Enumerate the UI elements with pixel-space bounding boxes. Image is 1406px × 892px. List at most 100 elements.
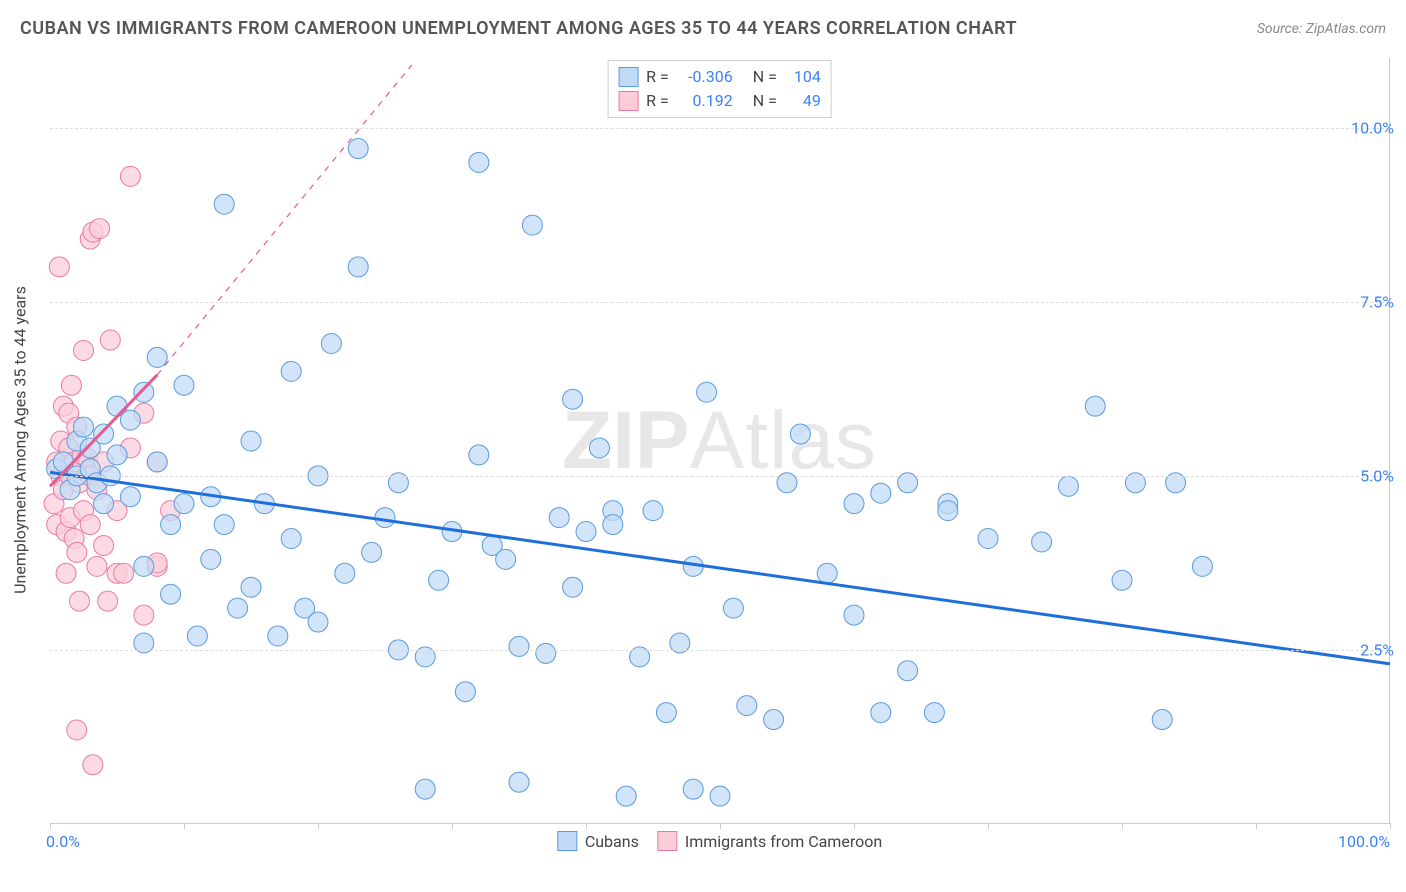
scatter-point <box>94 494 114 514</box>
scatter-point <box>281 361 301 381</box>
scatter-point <box>549 508 569 528</box>
scatter-point <box>1032 532 1052 552</box>
scatter-point <box>120 487 140 507</box>
y-tick-label: 7.5% <box>1360 292 1394 311</box>
scatter-point <box>455 682 475 702</box>
legend-label: Immigrants from Cameroon <box>685 832 882 851</box>
x-tick <box>318 823 319 829</box>
scatter-point <box>643 501 663 521</box>
scatter-point <box>114 563 134 583</box>
scatter-point <box>978 528 998 548</box>
scatter-point <box>98 591 118 611</box>
chart-area: ZIPAtlas R =-0.306N =104R =0.192N =49 Cu… <box>50 58 1390 824</box>
x-tick-label: 100.0% <box>1338 832 1390 851</box>
scatter-point <box>241 577 261 597</box>
y-axis-label: Unemployment Among Ages 35 to 44 years <box>11 286 30 594</box>
scatter-point <box>100 330 120 350</box>
scatter-point <box>589 438 609 458</box>
grid-line <box>50 650 1389 651</box>
scatter-point <box>161 515 181 535</box>
r-value: -0.306 <box>677 65 733 89</box>
scatter-point <box>522 215 542 235</box>
scatter-point <box>563 389 583 409</box>
scatter-point <box>616 786 636 806</box>
scatter-point <box>187 626 207 646</box>
title-bar: CUBAN VS IMMIGRANTS FROM CAMEROON UNEMPL… <box>20 18 1386 39</box>
scatter-point <box>90 219 110 239</box>
scatter-point <box>509 772 529 792</box>
scatter-point <box>120 410 140 430</box>
legend-row: R =-0.306N =104 <box>618 65 821 89</box>
legend-swatch <box>618 67 638 87</box>
scatter-point <box>871 703 891 723</box>
scatter-point <box>61 375 81 395</box>
scatter-point <box>710 786 730 806</box>
x-tick <box>586 823 587 829</box>
scatter-point <box>844 494 864 514</box>
scatter-point <box>1085 396 1105 416</box>
scatter-point <box>214 515 234 535</box>
trend-line <box>50 472 1390 664</box>
scatter-point <box>1112 570 1132 590</box>
x-tick <box>184 823 185 829</box>
scatter-point <box>87 556 107 576</box>
scatter-point <box>790 424 810 444</box>
legend-item: Cubans <box>557 831 639 851</box>
scatter-point <box>563 577 583 597</box>
scatter-point <box>415 779 435 799</box>
x-tick <box>50 823 51 829</box>
scatter-point <box>120 166 140 186</box>
scatter-point <box>321 334 341 354</box>
scatter-point <box>228 598 248 618</box>
legend-item: Immigrants from Cameroon <box>657 831 882 851</box>
scatter-point <box>576 522 596 542</box>
y-tick-label: 5.0% <box>1360 466 1394 485</box>
n-label: N = <box>753 89 777 113</box>
scatter-point <box>56 563 76 583</box>
scatter-point <box>898 661 918 681</box>
legend-label: Cubans <box>585 832 639 851</box>
source-label: Source: ZipAtlas.com <box>1257 21 1386 37</box>
scatter-point <box>362 542 382 562</box>
scatter-point <box>348 139 368 159</box>
scatter-point <box>94 424 114 444</box>
scatter-point <box>214 194 234 214</box>
legend-swatch <box>557 831 577 851</box>
scatter-point <box>1192 556 1212 576</box>
y-tick-label: 2.5% <box>1360 640 1394 659</box>
scatter-point <box>375 508 395 528</box>
scatter-point <box>161 584 181 604</box>
scatter-point <box>134 605 154 625</box>
scatter-point <box>1152 710 1172 730</box>
scatter-point <box>723 598 743 618</box>
scatter-point <box>1058 476 1078 496</box>
x-tick <box>1256 823 1257 829</box>
scatter-point <box>201 549 221 569</box>
legend-swatch <box>657 831 677 851</box>
scatter-point <box>67 542 87 562</box>
n-label: N = <box>753 65 777 89</box>
chart-title: CUBAN VS IMMIGRANTS FROM CAMEROON UNEMPL… <box>20 18 1017 39</box>
grid-line <box>50 128 1389 129</box>
r-label: R = <box>646 89 669 113</box>
scatter-point <box>924 703 944 723</box>
scatter-point <box>281 528 301 548</box>
legend-swatch <box>618 91 638 111</box>
scatter-point <box>241 431 261 451</box>
scatter-point <box>697 382 717 402</box>
grid-line <box>50 302 1389 303</box>
scatter-point <box>938 501 958 521</box>
scatter-point <box>469 152 489 172</box>
scatter-point <box>268 626 288 646</box>
scatter-point <box>348 257 368 277</box>
n-value: 104 <box>785 65 821 89</box>
scatter-point <box>764 710 784 730</box>
x-tick <box>854 823 855 829</box>
scatter-point <box>871 483 891 503</box>
scatter-point <box>83 755 103 775</box>
x-tick <box>1390 823 1391 829</box>
scatter-point <box>174 375 194 395</box>
grid-line <box>50 476 1389 477</box>
x-tick-label: 0.0% <box>46 832 80 851</box>
r-value: 0.192 <box>677 89 733 113</box>
